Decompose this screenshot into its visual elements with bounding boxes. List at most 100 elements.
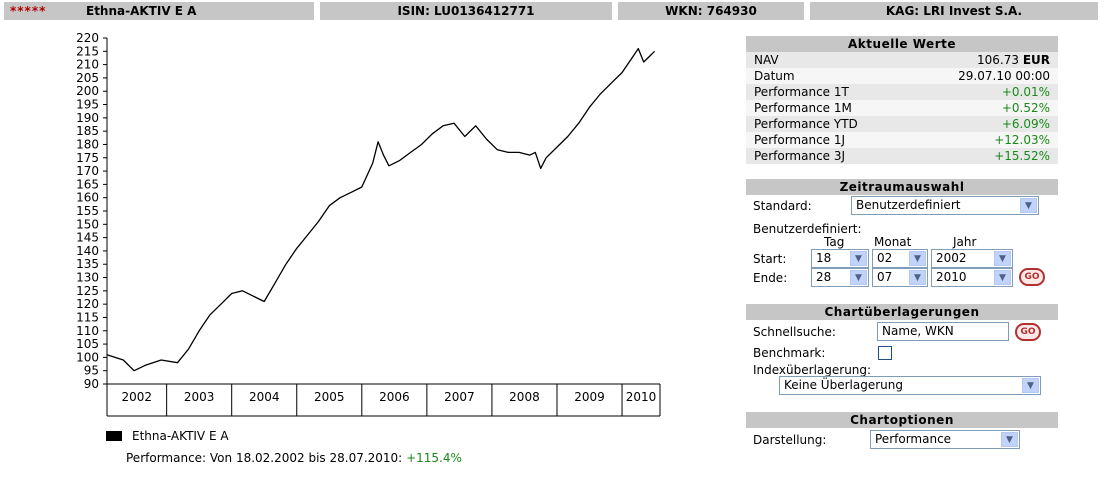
table-row: Performance 1J +12.03% [746, 132, 1058, 148]
x-tick-label: 2003 [184, 390, 215, 404]
rating-stars: ***** [10, 4, 47, 18]
y-tick-label: 215 [76, 44, 99, 58]
y-tick-label: 165 [76, 177, 99, 191]
col-jahr: Jahr [953, 235, 977, 249]
chart-options-panel: Chartoptionen Darstellung: Performance ▼ [746, 412, 1058, 452]
end-month-value: 07 [877, 270, 893, 284]
table-row: Performance YTD +6.09% [746, 116, 1058, 132]
y-tick-label: 180 [76, 137, 99, 151]
chart-options-title: Chartoptionen [746, 412, 1058, 428]
isin-header: ISIN: LU0136412771 [320, 2, 612, 20]
row-value: +15.52% [910, 148, 1058, 164]
end-year-value: 2010 [936, 270, 967, 284]
start-day-value: 18 [816, 251, 832, 265]
y-tick-label: 170 [76, 164, 99, 178]
row-label: Performance 1T [746, 84, 911, 100]
y-tick-label: 160 [76, 191, 99, 205]
x-tick-label: 2004 [249, 390, 280, 404]
y-tick-label: 145 [76, 231, 99, 245]
table-row: Performance 1M +0.52% [746, 100, 1058, 116]
row-label: Performance 3J [746, 148, 911, 164]
y-tick-label: 115 [76, 310, 99, 324]
row-label: Datum [746, 68, 911, 84]
standard-select[interactable]: Benutzerdefiniert ▼ [851, 196, 1039, 215]
index-overlay-select[interactable]: Keine Überlagerung ▼ [779, 376, 1041, 395]
table-row: Performance 3J +15.52% [746, 148, 1058, 164]
chevron-down-icon: ▼ [994, 251, 1011, 266]
chart-legend: Ethna-AKTIV E A [106, 429, 229, 443]
chevron-down-icon: ▼ [1001, 432, 1018, 447]
row-value: +12.03% [910, 132, 1058, 148]
benchmark-checkbox[interactable] [878, 346, 892, 360]
table-row: Datum 29.07.10 00:00 [746, 68, 1058, 84]
x-tick-label: 2007 [444, 390, 475, 404]
start-year-select[interactable]: 2002 ▼ [931, 249, 1013, 268]
y-tick-label: 140 [76, 244, 99, 258]
col-monat: Monat [874, 235, 912, 249]
end-month-select[interactable]: 07 ▼ [872, 268, 928, 287]
row-value: 29.07.10 00:00 [910, 68, 1058, 84]
table-row: Performance 1T +0.01% [746, 84, 1058, 100]
display-label: Darstellung: [753, 433, 827, 447]
y-tick-label: 220 [76, 31, 99, 45]
display-select[interactable]: Performance ▼ [870, 430, 1020, 449]
x-tick-label: 2006 [379, 390, 410, 404]
start-month-value: 02 [877, 251, 893, 265]
y-tick-label: 155 [76, 204, 99, 218]
wkn-header: WKN: 764930 [618, 2, 804, 20]
chevron-down-icon: ▼ [1020, 198, 1037, 213]
y-tick-label: 90 [84, 377, 99, 391]
y-tick-label: 210 [76, 58, 99, 72]
start-label: Start: [753, 252, 787, 266]
legend-swatch [106, 431, 122, 441]
y-tick-label: 125 [76, 284, 99, 298]
y-tick-label: 120 [76, 297, 99, 311]
benchmark-label: Benchmark: [753, 346, 826, 360]
chevron-down-icon: ▼ [1022, 378, 1039, 393]
y-tick-label: 100 [76, 350, 99, 364]
y-tick-label: 200 [76, 84, 99, 98]
y-tick-label: 195 [76, 98, 99, 112]
period-go-button[interactable]: GO [1019, 268, 1045, 286]
current-values-table: NAV 106.73 EUR Datum 29.07.10 00:00 Perf… [746, 52, 1058, 164]
current-values-title: Aktuelle Werte [746, 36, 1058, 52]
legend-label: Ethna-AKTIV E A [132, 429, 229, 443]
standard-label: Standard: [753, 199, 812, 213]
display-select-value: Performance [875, 432, 952, 446]
y-tick-label: 135 [76, 257, 99, 271]
chevron-down-icon: ▼ [850, 251, 867, 266]
row-value: +0.52% [910, 100, 1058, 116]
end-year-select[interactable]: 2010 ▼ [931, 268, 1013, 287]
y-tick-label: 105 [76, 337, 99, 351]
end-day-value: 28 [816, 270, 832, 284]
x-tick-label: 2002 [122, 390, 153, 404]
performance-value: +115.4% [406, 451, 462, 465]
overlay-panel: Chartüberlagerungen Schnellsuche: Name, … [746, 304, 1058, 398]
index-overlay-label: Indexüberlagerung: [753, 363, 872, 377]
y-tick-label: 130 [76, 271, 99, 285]
y-tick-label: 150 [76, 217, 99, 231]
start-month-select[interactable]: 02 ▼ [872, 249, 928, 268]
quick-search-input[interactable]: Name, WKN [877, 322, 1009, 341]
row-label: NAV [746, 52, 911, 68]
start-year-value: 2002 [936, 251, 967, 265]
period-title: Zeitraumauswahl [746, 179, 1058, 195]
nav-value: 106.73 [976, 53, 1019, 67]
col-tag: Tag [824, 235, 845, 249]
overlay-title: Chartüberlagerungen [746, 304, 1058, 320]
y-tick-label: 205 [76, 71, 99, 85]
end-day-select[interactable]: 28 ▼ [811, 268, 869, 287]
end-label: Ende: [753, 271, 788, 285]
current-values-panel: Aktuelle Werte NAV 106.73 EUR Datum 29.0… [746, 36, 1058, 164]
x-tick-label: 2005 [314, 390, 345, 404]
y-tick-label: 185 [76, 124, 99, 138]
custom-label: Benutzerdefiniert: [753, 222, 862, 236]
row-label: Performance YTD [746, 116, 911, 132]
x-tick-label: 2010 [626, 390, 657, 404]
index-overlay-value: Keine Überlagerung [784, 378, 903, 392]
search-go-button[interactable]: GO [1015, 323, 1041, 341]
row-value: +6.09% [910, 116, 1058, 132]
start-day-select[interactable]: 18 ▼ [811, 249, 869, 268]
performance-summary: Performance: Von 18.02.2002 bis 28.07.20… [126, 451, 462, 465]
quick-search-label: Schnellsuche: [753, 325, 836, 339]
